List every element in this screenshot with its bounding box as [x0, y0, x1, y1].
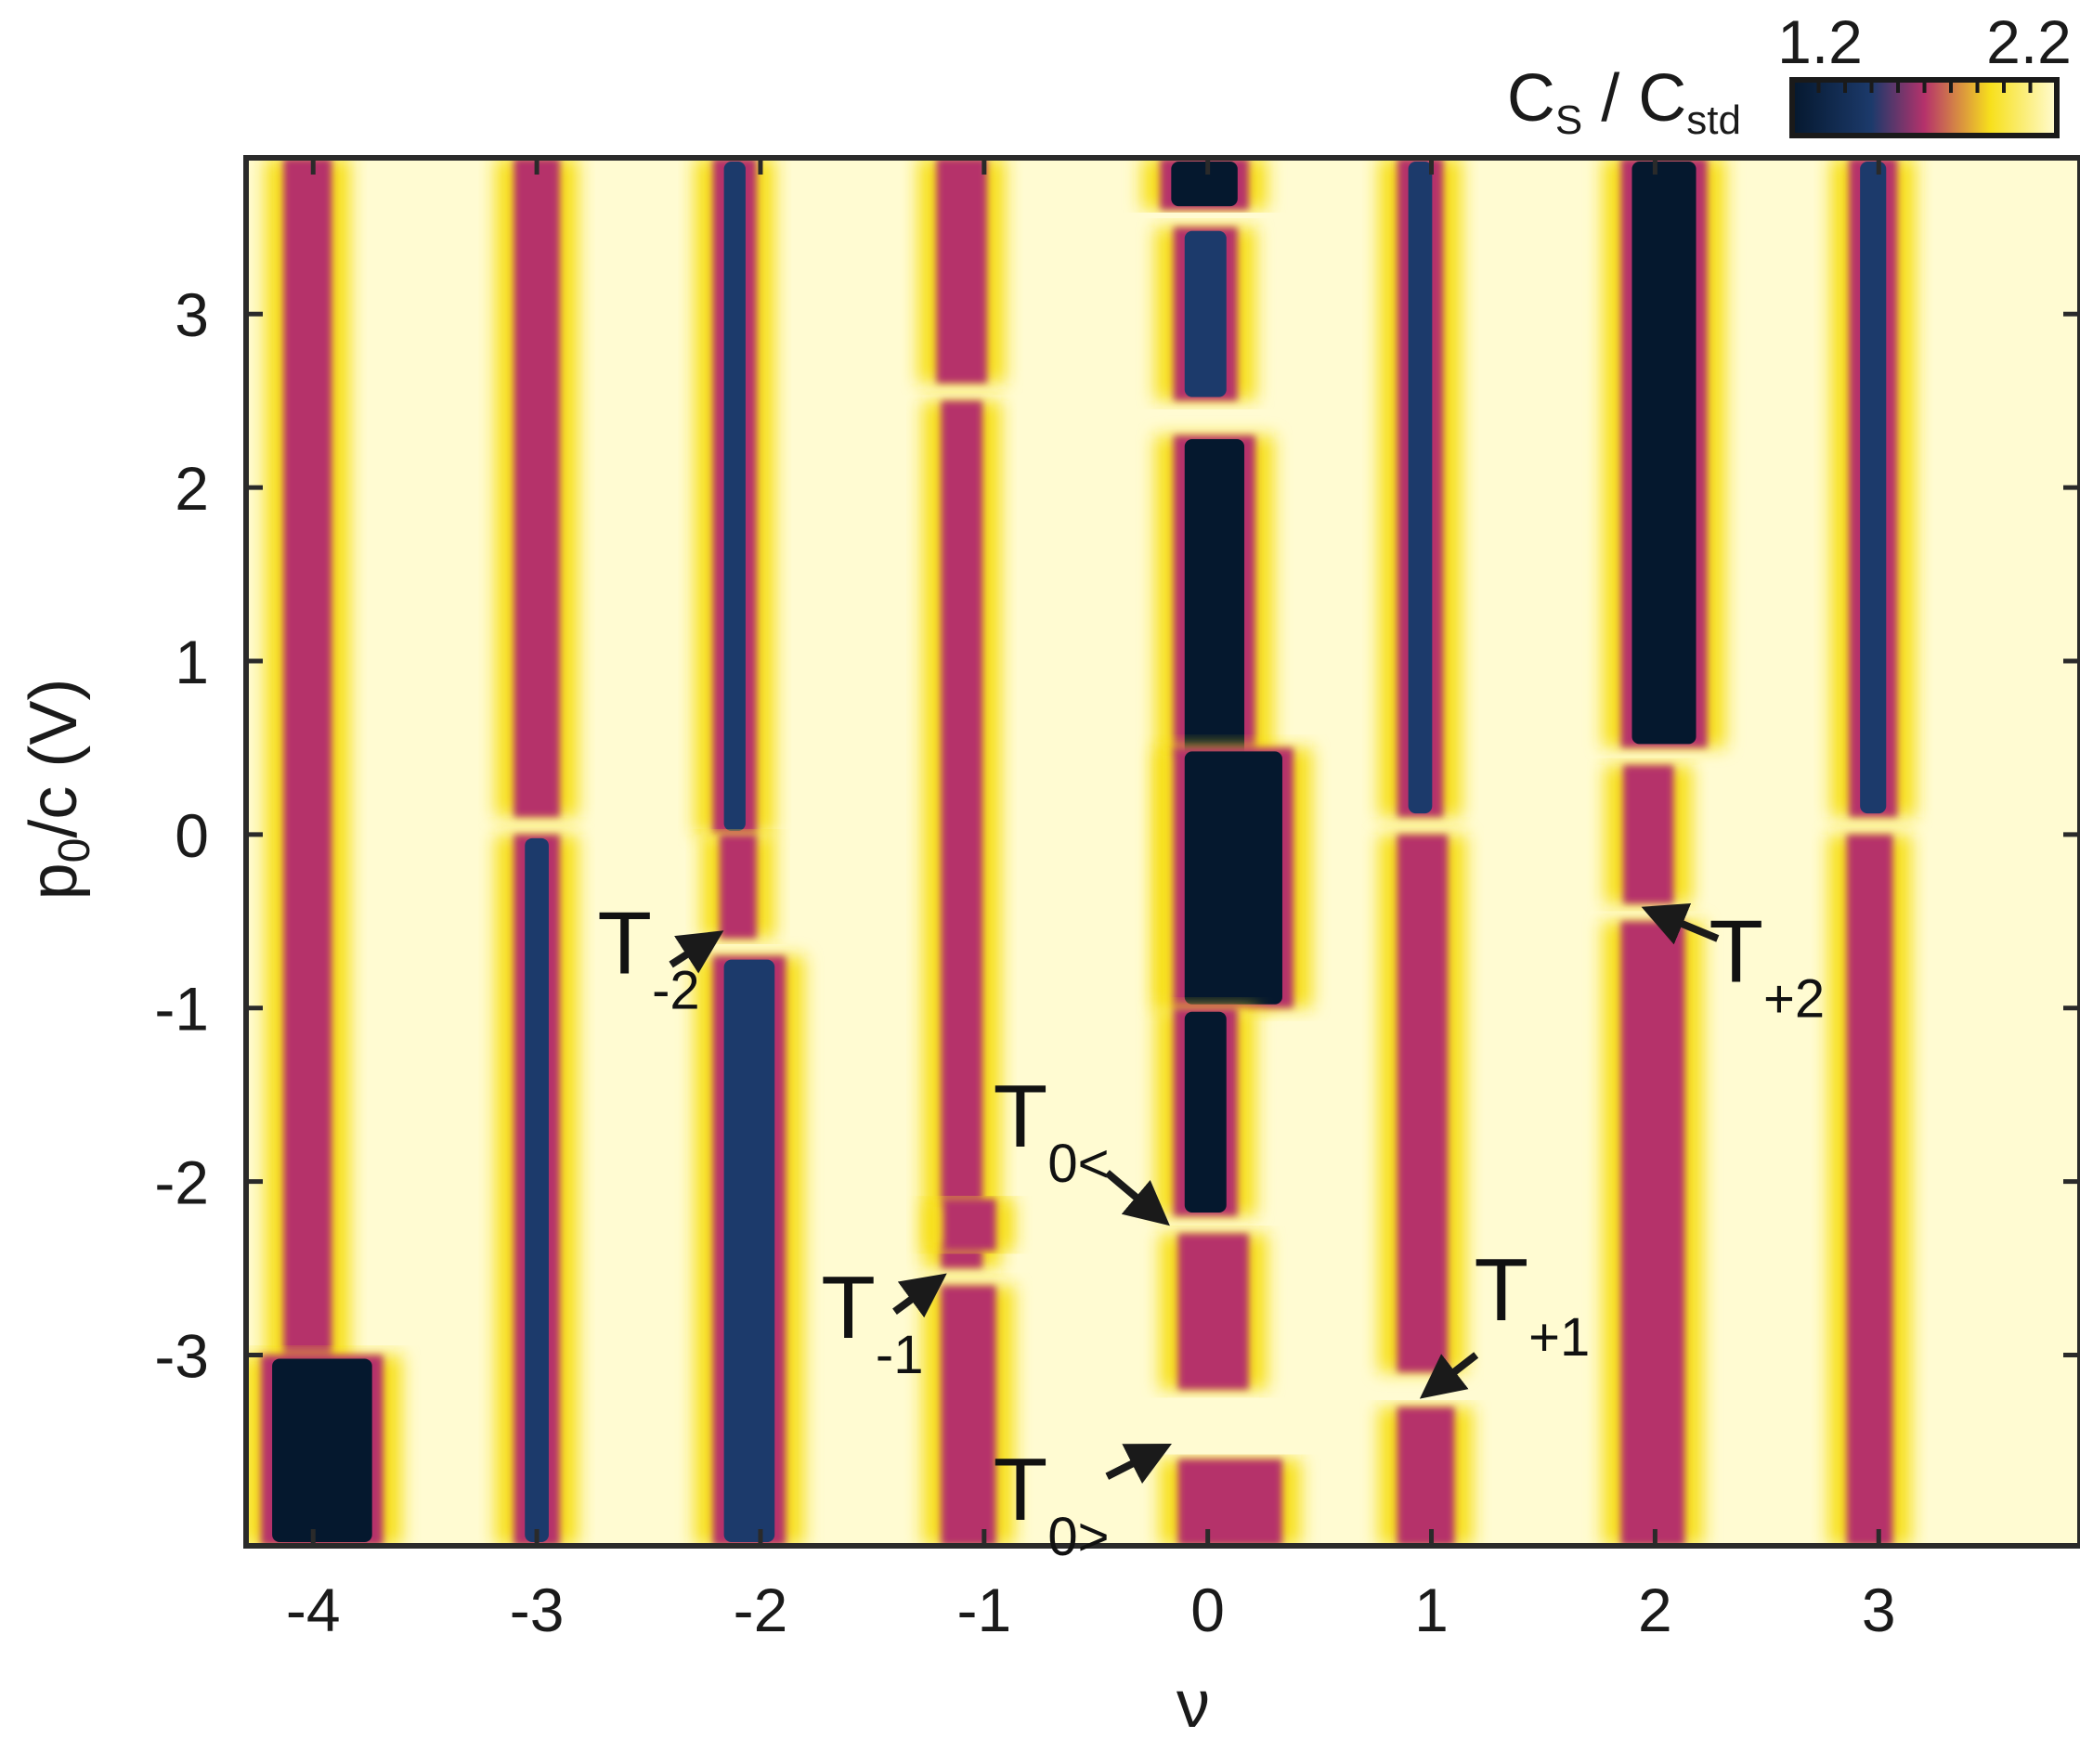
stripe-2-seg-1-edge — [719, 834, 757, 939]
annotation-arrow-0 — [669, 930, 724, 974]
colorbar-min-label: 1.2 — [1777, 7, 1863, 76]
y-tick-label-5: -2 — [154, 1148, 209, 1217]
annotation-arrow-2 — [1104, 1170, 1170, 1226]
heatmap-stripes — [246, 158, 1917, 1546]
annotation-sub-5: +2 — [1763, 969, 1825, 1030]
y-axis-title: p0/c (V) — [17, 679, 99, 901]
y-tick-label-6: -3 — [154, 1321, 209, 1390]
y-tick-label-2: 1 — [175, 628, 209, 696]
annotation-arrow-1 — [892, 1273, 947, 1318]
stripe-3-seg-3-edge — [941, 1285, 996, 1546]
annotation-label-3: T0> — [994, 1440, 1110, 1567]
annotation-main-1: T — [821, 1258, 876, 1357]
colorbar-title-main: C — [1507, 61, 1555, 136]
annotation-label-5: T+2 — [1709, 902, 1825, 1030]
colorbar-title-sep: / C — [1582, 61, 1686, 136]
stripe-0-seg-1-core — [272, 1358, 372, 1542]
stripe-6-seg-0-core — [1632, 162, 1696, 745]
stripe-2-seg-2-core — [723, 959, 775, 1542]
stripe-4-seg-1-core — [1184, 230, 1227, 397]
annotation-main-4: T — [1475, 1240, 1529, 1340]
heatmap — [246, 158, 2080, 1546]
y-axis-title-sub: 0 — [50, 838, 99, 863]
stripe-6-seg-2-edge — [1620, 921, 1685, 1546]
colorbar: 1.2 2.2 CS / Cstd — [1507, 7, 2072, 143]
annotation-sub-3: 0> — [1047, 1507, 1109, 1567]
stripe-4-seg-0-core — [1171, 162, 1238, 207]
y-tick-label-1: 2 — [175, 454, 209, 523]
y-axis-title-main: p — [17, 863, 91, 900]
stripe-4-seg-5-edge — [1177, 1233, 1249, 1390]
stripe-2-seg-0-core — [723, 162, 746, 831]
stripe-1-seg-0-edge — [514, 158, 560, 818]
stripe-4-seg-6-edge — [1177, 1459, 1282, 1546]
stripe-4-seg-4-core — [1184, 1011, 1227, 1213]
x-tick-label-6: 2 — [1638, 1576, 1672, 1644]
annotation-main-0: T — [597, 893, 652, 992]
annotation-arrow-4 — [1419, 1352, 1479, 1399]
stripe-0-seg-0-edge — [283, 158, 332, 1546]
colorbar-title: CS / Cstd — [1507, 61, 1741, 143]
stripe-3-seg-2-edge — [942, 1199, 996, 1252]
stripe-3-seg-0-edge — [936, 158, 987, 383]
x-tick-label-3: -1 — [956, 1576, 1011, 1644]
y-tick-label-4: -1 — [154, 975, 209, 1044]
colorbar-ticks — [1816, 83, 2033, 93]
y-axis-title-rest: /c (V) — [17, 679, 91, 838]
annotation-sub-2: 0< — [1047, 1134, 1109, 1194]
x-tick-label-7: 3 — [1862, 1576, 1896, 1644]
x-axis-title: ν — [1176, 1667, 1210, 1742]
stripe-7-seg-0-core — [1860, 162, 1887, 814]
annotation-label-4: T+1 — [1475, 1240, 1591, 1368]
annotations: T-2T-1T0<T0>T+1T+2 — [597, 893, 1825, 1567]
stripe-3-seg-1-edge — [941, 400, 983, 1268]
annotation-sub-4: +1 — [1528, 1307, 1590, 1368]
annotation-label-1: T-1 — [821, 1258, 923, 1385]
annotation-sub-0: -2 — [652, 960, 700, 1020]
annotation-label-2: T0< — [994, 1067, 1110, 1194]
stripe-4-seg-3-core — [1184, 751, 1282, 1005]
annotation-main-2: T — [994, 1067, 1048, 1166]
stripe-1-seg-1-core — [525, 837, 549, 1542]
colorbar-title-sub1: S — [1555, 97, 1582, 143]
annotation-main-3: T — [994, 1440, 1048, 1539]
x-tick-label-5: 1 — [1414, 1576, 1449, 1644]
annotation-arrow-3 — [1105, 1443, 1172, 1485]
plot-frame — [243, 155, 2080, 1549]
x-tick-label-1: -3 — [510, 1576, 565, 1644]
x-tick-label-4: 0 — [1190, 1576, 1225, 1644]
y-axis: 3 2 1 0 -1 -2 -3 — [154, 280, 2080, 1390]
colorbar-title-sub2: std — [1686, 97, 1741, 143]
stripe-6-seg-1-edge — [1622, 765, 1674, 904]
stripe-5-seg-2-edge — [1397, 1407, 1455, 1546]
stripe-5-seg-1-edge — [1397, 834, 1449, 1373]
y-tick-label-3: 0 — [175, 801, 209, 870]
annotation-main-5: T — [1709, 902, 1763, 1002]
y-tick-label-0: 3 — [175, 280, 209, 349]
annotation-arrow-5 — [1641, 903, 1720, 945]
x-axis: -4 -3 -2 -1 0 1 2 3 — [286, 158, 1896, 1644]
stripe-7-seg-1-edge — [1846, 834, 1893, 1546]
stripe-5-seg-0-core — [1408, 162, 1433, 814]
x-tick-label-2: -2 — [734, 1576, 788, 1644]
annotation-sub-1: -1 — [876, 1325, 924, 1385]
x-tick-label-0: -4 — [286, 1576, 341, 1644]
colorbar-max-label: 2.2 — [1986, 7, 2072, 76]
